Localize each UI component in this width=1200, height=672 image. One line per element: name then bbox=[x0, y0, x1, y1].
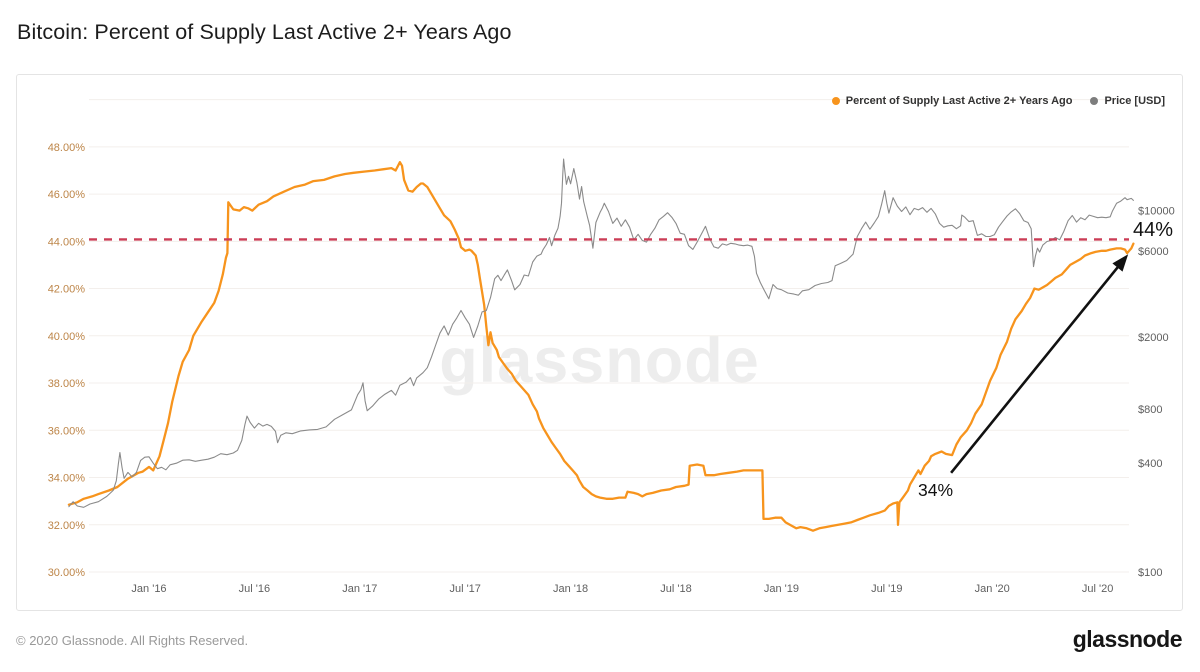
chart-card: Percent of Supply Last Active 2+ Years A… bbox=[16, 74, 1183, 611]
x-axis-label: Jan '17 bbox=[342, 583, 377, 595]
percent-axis-label: 38.00% bbox=[48, 378, 86, 390]
percent-axis-label: 40.00% bbox=[48, 331, 86, 343]
legend-item-price-usd[interactable]: Price [USD] bbox=[1090, 95, 1165, 107]
x-axis-label: Jul '18 bbox=[660, 583, 691, 595]
chart-plot-area: 48.00% 46.00% 44.00% 42.00% 40.00% 38.00% 36.0… bbox=[17, 75, 1184, 612]
x-axis-label: Jan '19 bbox=[764, 583, 799, 595]
copyright-text: © 2020 Glassnode. All Rights Reserved. bbox=[16, 633, 249, 648]
percent-axis-label: 42.00% bbox=[48, 284, 86, 296]
percent-axis-label: 34.00% bbox=[48, 473, 86, 485]
price-axis-label: $6000 bbox=[1138, 246, 1169, 258]
price-axis-label: $400 bbox=[1138, 458, 1162, 470]
page-title: Bitcoin: Percent of Supply Last Active 2… bbox=[17, 20, 512, 44]
percent-axis-label: 46.00% bbox=[48, 189, 86, 201]
price-axis-label: $100 bbox=[1138, 567, 1162, 579]
annotation-arrow-shaft bbox=[950, 262, 1122, 474]
glassnode-logo: glassnode bbox=[1072, 626, 1183, 652]
legend-label-price: Price [USD] bbox=[1104, 95, 1165, 107]
legend-marker-price-icon bbox=[1090, 97, 1099, 105]
legend-label-percent: Percent of Supply Last Active 2+ Years A… bbox=[845, 95, 1073, 107]
percent-axis-label: 44.00% bbox=[48, 236, 86, 248]
percent-axis-label: 48.00% bbox=[48, 142, 86, 154]
legend-item-percent-supply[interactable]: Percent of Supply Last Active 2+ Years A… bbox=[831, 95, 1073, 107]
annotation-44-percent: 44% bbox=[1133, 219, 1174, 241]
price-series-line bbox=[68, 158, 1134, 508]
legend-marker-percent-icon bbox=[831, 97, 840, 105]
annotation-arrow-head-icon bbox=[1112, 254, 1129, 272]
x-axis-label: Jul '17 bbox=[449, 583, 480, 595]
percent-axis-label: 30.00% bbox=[48, 567, 86, 579]
price-axis-label: $10000 bbox=[1138, 206, 1175, 218]
x-axis-label: Jan '16 bbox=[131, 583, 166, 595]
x-axis-label: Jan '18 bbox=[553, 583, 588, 595]
percent-series-line bbox=[67, 161, 1135, 532]
x-axis-label: Jan '20 bbox=[975, 583, 1010, 595]
percent-axis-label: 36.00% bbox=[48, 425, 86, 437]
annotation-34-percent: 34% bbox=[918, 480, 954, 500]
chart-legend: Percent of Supply Last Active 2+ Years A… bbox=[831, 95, 1165, 107]
price-axis-label: $2000 bbox=[1138, 332, 1169, 344]
percent-axis-label: 32.00% bbox=[48, 520, 86, 532]
x-axis-label: Jul '19 bbox=[871, 583, 902, 595]
chart-canvas: 48.00% 46.00% 44.00% 42.00% 40.00% 38.00% 36.0… bbox=[48, 99, 1175, 595]
x-axis-label: Jul '20 bbox=[1082, 583, 1113, 595]
x-axis-label: Jul '16 bbox=[239, 583, 270, 595]
price-axis-label: $800 bbox=[1138, 404, 1162, 416]
